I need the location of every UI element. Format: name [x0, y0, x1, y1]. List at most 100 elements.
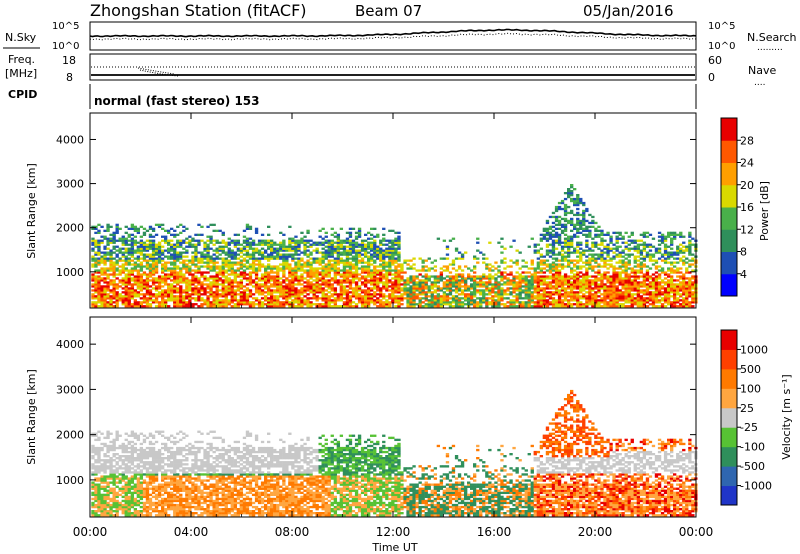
- heatmap-cell: [612, 293, 616, 296]
- date-label: 05/Jan/2016: [583, 2, 674, 20]
- heatmap-cell: [418, 299, 422, 302]
- heatmap-cell: [473, 303, 477, 306]
- heatmap-cell: [264, 291, 268, 294]
- heatmap-cell: [657, 265, 662, 268]
- heatmap-cell: [294, 287, 298, 290]
- heatmap-cell: [624, 245, 628, 248]
- heatmap-cell: [560, 223, 565, 226]
- heatmap-cell: [539, 305, 544, 308]
- heatmap-cell: [636, 289, 641, 292]
- heatmap-cell: [688, 287, 692, 290]
- heatmap-cell: [403, 287, 407, 290]
- heatmap-cell: [97, 245, 101, 248]
- heatmap-cell: [536, 303, 541, 306]
- heatmap-cell: [288, 273, 292, 276]
- heatmap-cell: [633, 283, 637, 286]
- heatmap-cell: [248, 257, 253, 260]
- heatmap-cell: [539, 279, 544, 282]
- heatmap-cell: [97, 251, 101, 254]
- heatmap-cell: [218, 299, 222, 302]
- heatmap-cell: [473, 287, 477, 290]
- heatmap-cell: [554, 303, 559, 306]
- heatmap-cell: [670, 295, 674, 298]
- heatmap-cell: [494, 261, 498, 264]
- heatmap-cell: [618, 231, 622, 234]
- heatmap-cell: [385, 263, 389, 266]
- heatmap-cell: [260, 291, 265, 294]
- heatmap-cell: [124, 303, 128, 306]
- heatmap-cell: [482, 273, 486, 276]
- heatmap-cell: [527, 281, 531, 284]
- heatmap-cell: [548, 271, 553, 274]
- heatmap-cell: [545, 237, 550, 240]
- heatmap-cell: [215, 279, 219, 282]
- heatmap-cell: [621, 279, 625, 282]
- heatmap-cell: [424, 259, 428, 262]
- heatmap-cell: [509, 279, 513, 282]
- heatmap-cell: [445, 299, 450, 302]
- heatmap-cell: [497, 241, 501, 244]
- heatmap-cell: [248, 301, 253, 304]
- heatmap-cell: [294, 271, 298, 274]
- heatmap-cell: [351, 247, 356, 250]
- heatmap-cell: [236, 285, 241, 288]
- heatmap-cell: [157, 225, 162, 228]
- heatmap-cell: [130, 279, 135, 282]
- heatmap-cell: [436, 237, 441, 240]
- heatmap-cell: [218, 271, 222, 274]
- heatmap-cell: [115, 283, 119, 286]
- heatmap-cell: [248, 273, 253, 276]
- heatmap-cell: [518, 273, 522, 276]
- heatmap-cell: [257, 265, 262, 268]
- heatmap-cell: [394, 239, 398, 242]
- heatmap-cell: [603, 273, 607, 276]
- heatmap-cell: [142, 243, 147, 246]
- heatmap-cell: [445, 295, 450, 298]
- heatmap-cell: [212, 293, 216, 296]
- heatmap-cell: [606, 285, 610, 288]
- heatmap-cell: [161, 281, 165, 284]
- heatmap-cell: [221, 291, 225, 294]
- heatmap-cell: [570, 190, 574, 193]
- heatmap-cell: [379, 291, 383, 294]
- heatmap-cell: [615, 275, 619, 278]
- heatmap-cell: [421, 289, 425, 292]
- heatmap-cell: [148, 257, 153, 260]
- heatmap-cell: [570, 245, 574, 248]
- heatmap-cell: [494, 281, 498, 284]
- heatmap-cell: [151, 227, 156, 230]
- heatmap-cell: [245, 251, 250, 254]
- heatmap-cell: [142, 265, 147, 268]
- heatmap-cell: [191, 239, 195, 242]
- beam-label: Beam 07: [355, 2, 422, 20]
- heatmap-cell: [588, 275, 592, 278]
- heatmap-cell: [309, 285, 313, 288]
- heatmap-cell: [106, 277, 110, 280]
- heatmap-cell: [230, 269, 234, 272]
- heatmap-cell: [360, 243, 365, 246]
- heatmap-cell: [515, 259, 519, 262]
- heatmap-cell: [330, 305, 334, 308]
- heatmap-cell: [285, 279, 289, 282]
- heatmap-cell: [230, 295, 234, 298]
- heatmap-cell: [157, 291, 162, 294]
- heatmap-cell: [251, 265, 256, 268]
- heatmap-cell: [348, 275, 353, 278]
- heatmap-cell: [233, 261, 238, 264]
- heatmap-cell: [627, 291, 631, 294]
- heatmap-cell: [197, 267, 201, 270]
- heatmap-cell: [530, 263, 534, 266]
- heatmap-cell: [233, 271, 238, 274]
- heatmap-cell: [615, 271, 619, 274]
- heatmap-cell: [315, 243, 319, 246]
- heatmap-cell: [615, 237, 619, 240]
- heatmap-cell: [591, 279, 595, 282]
- heatmap-cell: [324, 253, 328, 256]
- heatmap-cell: [124, 251, 128, 254]
- heatmap-cell: [279, 285, 283, 288]
- heatmap-cell: [294, 295, 298, 298]
- heatmap-cell: [342, 275, 347, 278]
- heatmap-cell: [539, 283, 544, 286]
- heatmap-cell: [579, 283, 583, 286]
- heatmap-cell: [139, 301, 144, 304]
